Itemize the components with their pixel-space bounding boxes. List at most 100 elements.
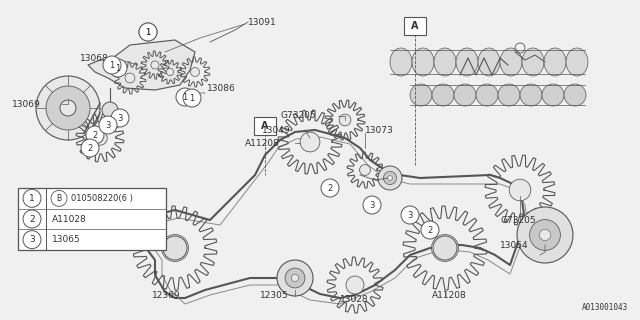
Circle shape [431, 235, 458, 261]
Circle shape [321, 179, 339, 197]
Circle shape [109, 59, 127, 77]
Circle shape [517, 207, 573, 263]
Text: 1: 1 [115, 63, 120, 73]
Ellipse shape [498, 84, 520, 106]
Text: 3: 3 [117, 114, 123, 123]
Circle shape [176, 88, 194, 106]
Ellipse shape [432, 84, 454, 106]
Text: A: A [412, 21, 419, 31]
Circle shape [363, 196, 381, 214]
Ellipse shape [412, 48, 434, 76]
Circle shape [285, 268, 305, 288]
Text: 13049: 13049 [262, 125, 291, 134]
Ellipse shape [520, 84, 542, 106]
Text: 12305: 12305 [260, 292, 289, 300]
Ellipse shape [500, 48, 522, 76]
Circle shape [540, 229, 550, 241]
Circle shape [300, 132, 320, 152]
Text: A: A [261, 121, 269, 131]
Text: 2: 2 [428, 226, 433, 235]
Ellipse shape [564, 84, 586, 106]
Circle shape [102, 102, 118, 118]
Text: 010508220(6 ): 010508220(6 ) [71, 194, 133, 203]
Text: 3: 3 [29, 235, 35, 244]
Circle shape [23, 189, 41, 207]
Ellipse shape [544, 48, 566, 76]
Circle shape [277, 260, 313, 296]
Text: 3: 3 [407, 211, 413, 220]
Text: 13028: 13028 [340, 295, 369, 305]
Circle shape [183, 89, 201, 107]
Ellipse shape [454, 84, 476, 106]
Circle shape [509, 179, 531, 201]
Text: 3: 3 [369, 201, 374, 210]
FancyBboxPatch shape [404, 17, 426, 35]
Text: 1: 1 [145, 28, 150, 36]
Ellipse shape [476, 84, 498, 106]
Circle shape [51, 190, 67, 206]
Circle shape [93, 131, 108, 145]
Circle shape [291, 274, 299, 282]
Circle shape [383, 172, 397, 185]
Text: 3: 3 [106, 121, 111, 130]
Text: A11208: A11208 [245, 139, 280, 148]
Ellipse shape [410, 84, 432, 106]
FancyBboxPatch shape [254, 117, 276, 135]
Circle shape [360, 164, 371, 175]
Circle shape [191, 68, 200, 76]
Ellipse shape [456, 48, 478, 76]
Text: A11208: A11208 [432, 292, 467, 300]
Circle shape [388, 176, 392, 180]
Text: 2: 2 [328, 183, 333, 193]
Circle shape [23, 210, 41, 228]
Text: A11028: A11028 [52, 214, 87, 223]
Circle shape [166, 68, 173, 76]
Circle shape [23, 231, 41, 249]
Circle shape [346, 276, 364, 294]
Ellipse shape [478, 48, 500, 76]
Bar [18, 188, 166, 250]
Text: G73205: G73205 [280, 110, 316, 119]
Text: 2: 2 [29, 214, 35, 223]
Text: B: B [56, 194, 61, 203]
Circle shape [339, 114, 351, 126]
Circle shape [86, 126, 104, 144]
Circle shape [36, 76, 100, 140]
Circle shape [421, 221, 439, 239]
Text: 1: 1 [189, 93, 195, 102]
Circle shape [163, 236, 187, 260]
Circle shape [139, 23, 157, 41]
Circle shape [139, 23, 157, 41]
Ellipse shape [522, 48, 544, 76]
Text: 2: 2 [88, 143, 93, 153]
Ellipse shape [434, 48, 456, 76]
Ellipse shape [566, 48, 588, 76]
Circle shape [103, 56, 121, 74]
Circle shape [99, 116, 117, 134]
Text: 12369: 12369 [152, 291, 180, 300]
Text: A013001043: A013001043 [582, 303, 628, 312]
Text: 13091: 13091 [248, 18, 276, 27]
Text: 13073: 13073 [365, 125, 394, 134]
Text: 13065: 13065 [52, 235, 81, 244]
Circle shape [161, 235, 189, 261]
Text: G73205: G73205 [500, 215, 536, 225]
Circle shape [60, 100, 76, 116]
Circle shape [111, 109, 129, 127]
Text: 13086: 13086 [207, 84, 236, 92]
Text: 13068: 13068 [80, 53, 109, 62]
Text: 1: 1 [145, 28, 150, 36]
Text: 1: 1 [29, 194, 35, 203]
Text: 1: 1 [182, 92, 188, 101]
Polygon shape [88, 40, 195, 90]
Circle shape [530, 220, 561, 251]
Circle shape [46, 86, 90, 130]
Text: 13069: 13069 [12, 100, 41, 108]
Text: 2: 2 [92, 131, 98, 140]
Ellipse shape [390, 48, 412, 76]
Text: 1: 1 [109, 60, 115, 69]
Circle shape [401, 206, 419, 224]
Circle shape [81, 139, 99, 157]
Circle shape [151, 61, 159, 69]
Circle shape [433, 236, 457, 260]
